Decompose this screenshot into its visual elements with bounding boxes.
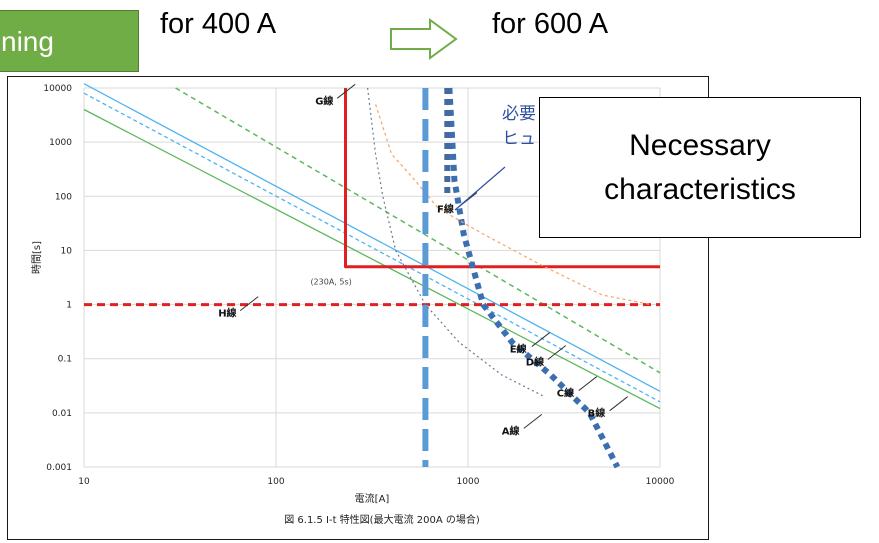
line-label: G線: [315, 94, 333, 107]
label-arrow: [547, 345, 567, 360]
covered-jp-text-2: ヒュ: [502, 129, 536, 149]
label-arrow: [531, 332, 551, 347]
callout-line-2: characteristics: [604, 172, 796, 206]
label-for-600a: for 600 A: [492, 8, 609, 40]
x-axis-label: 電流[A]: [355, 492, 390, 505]
right-arrow-icon: [390, 18, 458, 60]
y-tick-label: 0.001: [46, 463, 72, 473]
y-tick-label: 0.1: [58, 355, 72, 365]
callout-line-1: Necessary: [629, 128, 771, 162]
label-for-400a: for 400 A: [160, 8, 277, 40]
callout-pointer-arrow: [454, 166, 506, 211]
line-label: F線: [437, 203, 454, 216]
x-tick-label: 10000: [646, 477, 675, 487]
line-label: B線: [588, 407, 606, 420]
y-tick-label: 10000: [43, 84, 72, 94]
line-label: D線: [526, 355, 544, 368]
line-label: H線: [218, 307, 236, 320]
label-arrow: [609, 396, 628, 412]
point-annotation: (230A, 5s): [310, 278, 351, 287]
series-line-E線: [175, 87, 661, 374]
series-line-D線: [83, 83, 661, 392]
x-tick-label: 100: [267, 477, 284, 487]
label-arrow: [578, 376, 598, 391]
green-tag: ning: [0, 10, 139, 72]
label-arrow: [239, 296, 259, 311]
series-line-A線: [446, 87, 621, 469]
necessary-characteristics-callout: Necessary characteristics: [539, 97, 861, 238]
x-tick-label: 10: [78, 477, 90, 487]
series-line-G線: [344, 88, 660, 269]
axis-ticks: 10000 1000 100 10 1 0.1 0.01 0.001 10 100 1000 1000…: [31, 84, 675, 526]
y-tick-label: 100: [55, 192, 72, 202]
figure-caption: 図 6.1.5 I-t 特性図(最大電流 200A の場合): [284, 513, 480, 526]
line-label: A線: [502, 424, 520, 437]
y-axis-label: 時間[s]: [31, 241, 43, 274]
series-lines: [83, 83, 661, 469]
line-label: C線: [557, 387, 574, 400]
y-tick-label: 10: [61, 246, 73, 256]
covered-jp-text-1: 必要: [502, 104, 536, 124]
series-line-unnamed-10: [367, 87, 545, 398]
green-tag-text: ning: [1, 26, 54, 57]
line-label: E線: [510, 343, 527, 356]
label-arrow: [336, 83, 356, 99]
x-tick-label: 1000: [457, 477, 480, 487]
y-tick-label: 0.01: [52, 409, 72, 419]
label-arrow: [523, 414, 543, 429]
y-tick-label: 1000: [49, 138, 72, 148]
y-tick-label: 1: [66, 301, 72, 311]
series-line-B線: [83, 108, 661, 410]
series-line-C線: [83, 92, 661, 403]
